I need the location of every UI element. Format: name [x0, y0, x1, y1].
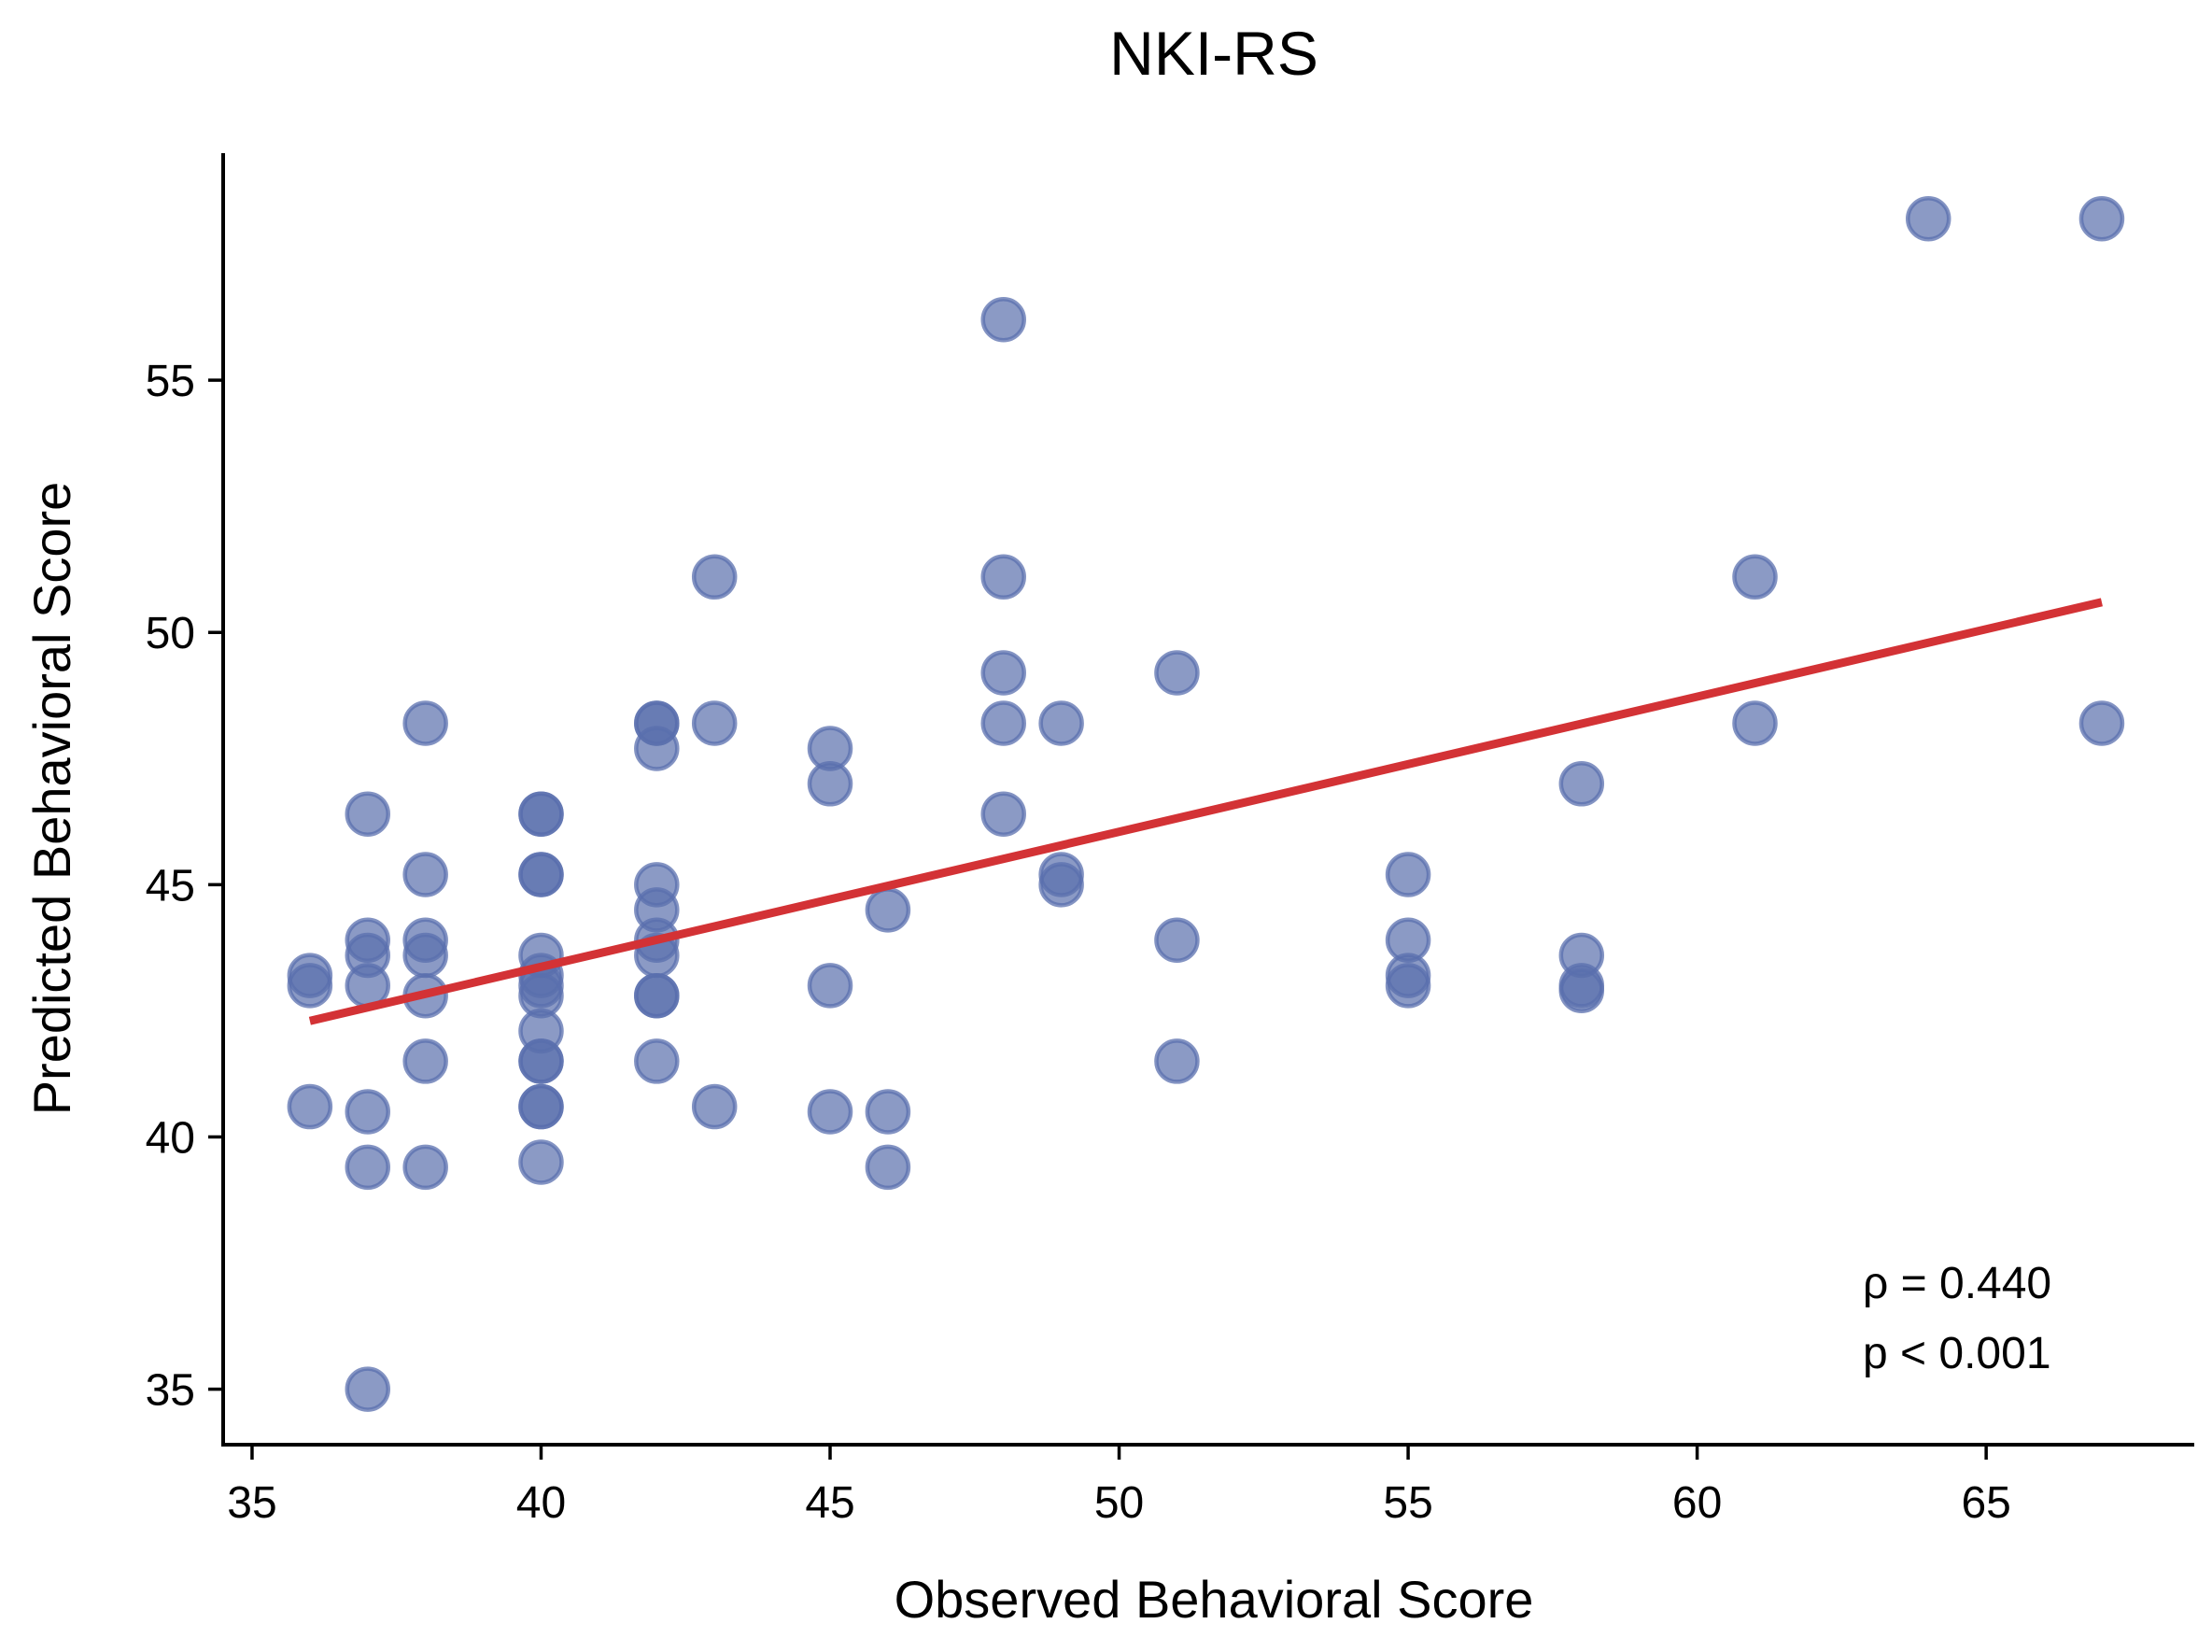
data-point: [865, 1144, 911, 1191]
data-point: [865, 1089, 911, 1135]
data-point: [518, 1038, 564, 1084]
data-point: [980, 297, 1026, 343]
data-point: [345, 1144, 391, 1191]
data-point: [1038, 862, 1084, 908]
data-point: [518, 1083, 564, 1130]
data-point: [1154, 917, 1200, 964]
x-tick-label: 50: [1094, 1478, 1144, 1528]
x-tick-label: 35: [227, 1478, 276, 1528]
data-point: [865, 887, 911, 933]
data-point: [691, 554, 738, 600]
data-point: [2078, 700, 2125, 746]
data-point: [1905, 195, 1951, 242]
p-value-annotation: p < 0.001: [1863, 1329, 2051, 1378]
x-tick-label: 40: [516, 1478, 566, 1528]
data-point: [518, 852, 564, 897]
data-point: [402, 700, 448, 746]
regression-line: [308, 598, 2103, 1025]
data-point: [807, 1089, 853, 1135]
x-axis-label: Observed Behavioral Score: [895, 1570, 1534, 1629]
data-point: [2078, 195, 2125, 242]
x-tick-label: 45: [805, 1478, 854, 1528]
data-point: [345, 1089, 391, 1135]
data-point: [634, 1038, 680, 1084]
x-tick-label: 65: [1961, 1478, 2010, 1528]
data-point: [1558, 761, 1605, 807]
data-point: [691, 1083, 738, 1130]
data-point: [1732, 700, 1778, 746]
y-tick-label: 50: [146, 609, 195, 658]
points-layer: [287, 195, 2125, 1412]
data-point: [287, 1083, 333, 1130]
data-point: [345, 1366, 391, 1412]
y-axis-label: Predicted Behavioral Score: [22, 482, 81, 1116]
data-point: [634, 972, 680, 1019]
y-tick-label: 40: [146, 1113, 195, 1163]
x-ticks: 35 40 45 50 55 60 65: [227, 1445, 2011, 1528]
data-point: [1154, 1038, 1200, 1084]
data-point: [402, 1144, 448, 1191]
data-point: [980, 650, 1026, 696]
data-point: [691, 700, 738, 746]
data-point: [807, 761, 853, 807]
chart-title: NKI-RS: [1109, 19, 1318, 88]
data-point: [1038, 700, 1084, 746]
data-point: [402, 1038, 448, 1084]
data-point: [402, 852, 448, 897]
data-point: [287, 963, 333, 1009]
data-point: [980, 791, 1026, 837]
x-tick-label: 55: [1383, 1478, 1432, 1528]
rho-annotation: ρ = 0.440: [1863, 1259, 2051, 1308]
y-tick-label: 55: [146, 357, 195, 406]
x-tick-label: 60: [1672, 1478, 1722, 1528]
data-point: [1385, 852, 1431, 897]
data-point: [1732, 554, 1778, 600]
data-point: [518, 1139, 564, 1185]
data-point: [980, 700, 1026, 746]
data-point: [518, 791, 564, 837]
data-point: [1154, 650, 1200, 696]
data-point: [1558, 967, 1605, 1014]
data-point: [345, 791, 391, 837]
data-point: [1385, 963, 1431, 1009]
fit-layer: [308, 598, 2103, 1025]
y-tick-label: 35: [146, 1366, 195, 1416]
data-point: [980, 554, 1026, 600]
data-point: [402, 932, 448, 979]
data-point: [634, 726, 680, 771]
y-ticks: 35 40 45 50 55: [146, 357, 223, 1416]
y-tick-label: 45: [146, 861, 195, 911]
data-point: [807, 963, 853, 1009]
